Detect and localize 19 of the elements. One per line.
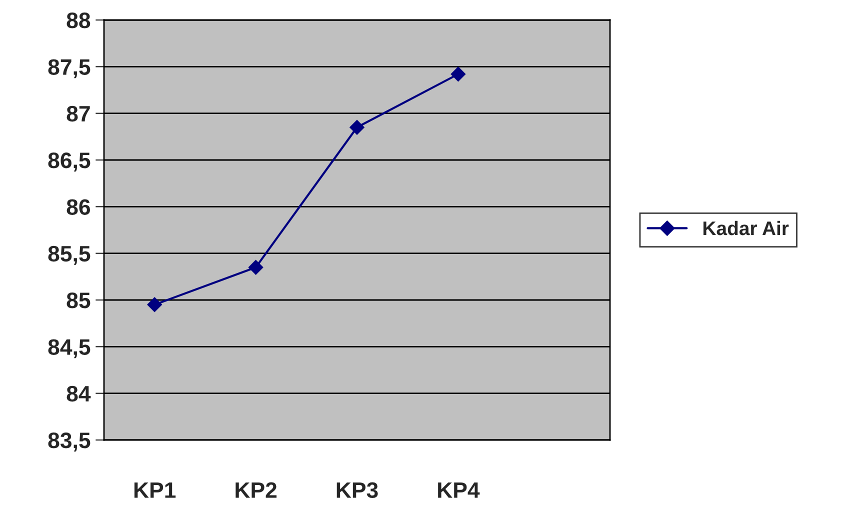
y-tick-label: 84,5 [48, 339, 90, 358]
y-tick-label: 87 [66, 106, 90, 122]
y-tick-label: 83,5 [48, 432, 90, 452]
legend-label: Kadar Air [703, 220, 789, 236]
point [350, 120, 364, 135]
x-tick-label: KP4 [438, 482, 480, 498]
point [248, 260, 264, 275]
point [147, 297, 162, 312]
x-tick-label: KP2 [236, 482, 277, 498]
y-tick-label: 88 [66, 12, 90, 28]
x-tick-label: KP3 [336, 482, 378, 498]
y-tick-label: 84 [66, 386, 91, 402]
point [450, 66, 466, 82]
y-tick-label: 85,5 [48, 246, 90, 265]
y-tick-label: 85 [66, 292, 90, 308]
y-tick-label: 86,5 [48, 152, 90, 172]
x-tick-label: KP1 [134, 482, 176, 498]
y-tick-label: 86 [66, 199, 90, 215]
y-tick-label: 87,5 [48, 59, 90, 78]
